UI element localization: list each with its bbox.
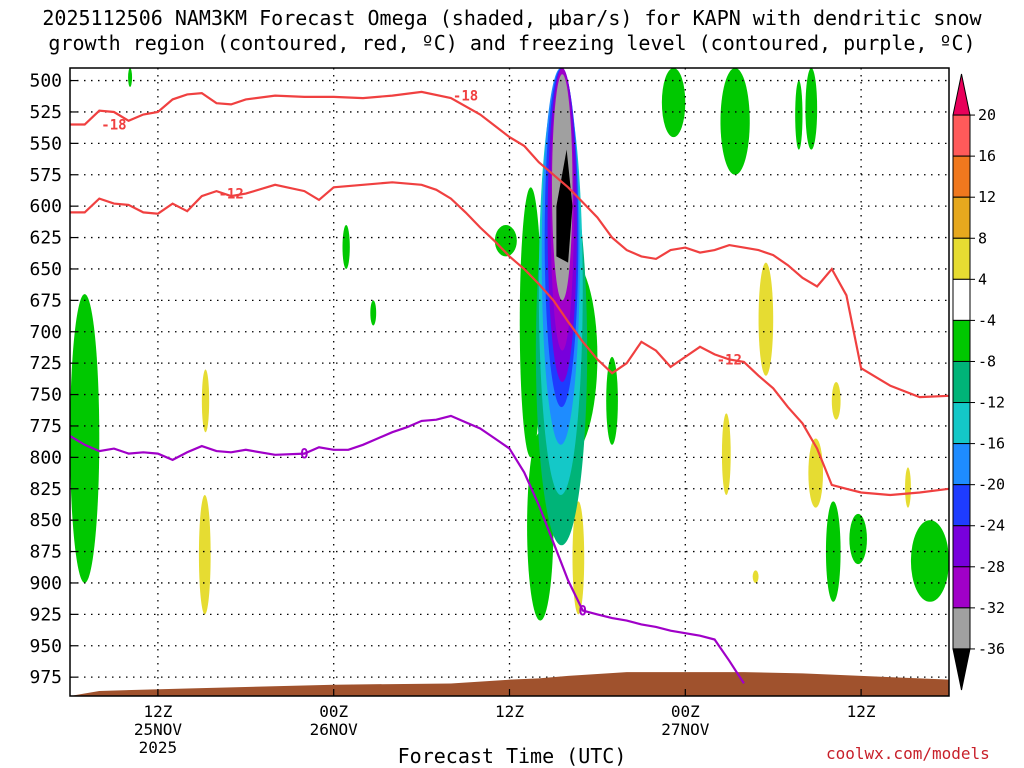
y-tick-label: 675 xyxy=(29,290,62,311)
colorbar-swatch xyxy=(952,566,971,609)
colorbar-label: 16 xyxy=(978,147,996,165)
omega-region xyxy=(70,294,100,583)
contour-line xyxy=(69,414,745,684)
y-tick-label: 725 xyxy=(29,353,62,374)
contour-line xyxy=(70,90,950,399)
colorbar-label: 8 xyxy=(978,229,987,247)
x-tick-label: 2025 xyxy=(139,738,178,757)
omega-region xyxy=(831,382,841,420)
contour-line xyxy=(70,181,950,497)
omega-core-max xyxy=(556,149,573,263)
x-tick-label: 12Z xyxy=(495,702,524,721)
x-tick-label: 26NOV xyxy=(310,720,359,739)
y-tick-label: 975 xyxy=(29,667,62,688)
colorbar-label: -4 xyxy=(978,311,996,329)
contour-label: -12 xyxy=(219,187,244,203)
colorbar-swatch xyxy=(952,402,971,445)
omega-region xyxy=(494,225,517,257)
contour-label: -18 xyxy=(101,118,126,134)
y-tick-label: 525 xyxy=(29,102,62,123)
y-tick-label: 625 xyxy=(29,228,62,249)
contour-label: -12 xyxy=(717,352,742,368)
y-tick-label: 825 xyxy=(29,479,62,500)
colorbar-swatch xyxy=(952,237,971,280)
y-tick-label: 575 xyxy=(29,165,62,186)
colorbar-label: -28 xyxy=(978,558,1005,576)
colorbar-swatch xyxy=(952,196,971,239)
colorbar-swatch xyxy=(952,319,971,362)
omega-region xyxy=(910,520,950,602)
colorbar-swatch xyxy=(952,155,971,198)
colorbar-label: -20 xyxy=(978,476,1005,494)
colorbar-label: -32 xyxy=(978,599,1005,617)
credit-text: coolwx.com/models xyxy=(826,744,990,763)
omega-region xyxy=(805,68,818,150)
terrain-fill xyxy=(70,672,949,696)
y-tick-label: 925 xyxy=(29,604,62,625)
y-tick-label: 500 xyxy=(29,71,62,92)
omega-region xyxy=(572,501,585,615)
omega-region xyxy=(808,438,824,508)
omega-region xyxy=(849,513,867,565)
colorbar-label: 12 xyxy=(978,188,996,206)
x-axis-label: Forecast Time (UTC) xyxy=(397,744,627,768)
colorbar-label: -24 xyxy=(978,517,1005,535)
y-tick-label: 700 xyxy=(29,322,62,343)
y-tick-label: 775 xyxy=(29,416,62,437)
colorbar-swatch xyxy=(952,360,971,404)
contour-label: 0 xyxy=(579,604,587,620)
omega-region xyxy=(758,262,774,376)
contour-label: 0 xyxy=(300,447,308,463)
colorbar-label: 4 xyxy=(978,270,987,288)
x-tick-label: 00Z xyxy=(671,702,700,721)
omega-region xyxy=(721,413,731,496)
y-tick-label: 750 xyxy=(29,385,62,406)
colorbar-swatch xyxy=(952,648,971,691)
x-tick-label: 27NOV xyxy=(661,720,710,739)
omega-region xyxy=(198,495,211,615)
colorbar-label: -16 xyxy=(978,435,1005,453)
colorbar-swatch xyxy=(952,443,971,486)
colorbar-swatch xyxy=(952,525,971,568)
colorbar-swatch xyxy=(952,114,971,157)
contour-label: -18 xyxy=(453,89,478,105)
omega-region xyxy=(661,68,686,138)
omega-region xyxy=(720,68,750,175)
colorbar-label: -12 xyxy=(978,394,1005,412)
omega-region xyxy=(519,187,542,458)
omega-region xyxy=(752,570,759,583)
colorbar-swatch xyxy=(952,73,971,116)
x-tick-label: 00Z xyxy=(319,702,348,721)
omega-region xyxy=(128,68,133,87)
omega-region xyxy=(201,369,210,433)
colorbar-swatch xyxy=(952,278,971,321)
x-tick-label: 12Z xyxy=(143,702,172,721)
y-tick-label: 900 xyxy=(29,573,62,594)
omega-region xyxy=(370,300,377,326)
chart-title: 2025112506 NAM3KM Forecast Omega (shaded… xyxy=(42,6,982,55)
omega-region xyxy=(905,467,911,508)
colorbar-swatch xyxy=(952,484,971,527)
x-tick-label: 12Z xyxy=(847,702,876,721)
omega-region xyxy=(606,356,618,445)
y-tick-label: 550 xyxy=(29,133,62,154)
x-tick-label: 25NOV xyxy=(134,720,183,739)
colorbar-label: -8 xyxy=(978,352,996,370)
y-tick-label: 850 xyxy=(29,510,62,531)
omega-region xyxy=(342,225,350,269)
colorbar-label: -36 xyxy=(978,640,1005,658)
y-tick-label: 600 xyxy=(29,196,62,217)
colorbar-swatch xyxy=(952,607,971,650)
colorbar-label: 20 xyxy=(978,106,996,124)
y-tick-label: 650 xyxy=(29,259,62,280)
y-tick-label: 950 xyxy=(29,636,62,657)
omega-region xyxy=(795,80,803,150)
y-tick-label: 800 xyxy=(29,447,62,468)
y-tick-label: 875 xyxy=(29,542,62,563)
